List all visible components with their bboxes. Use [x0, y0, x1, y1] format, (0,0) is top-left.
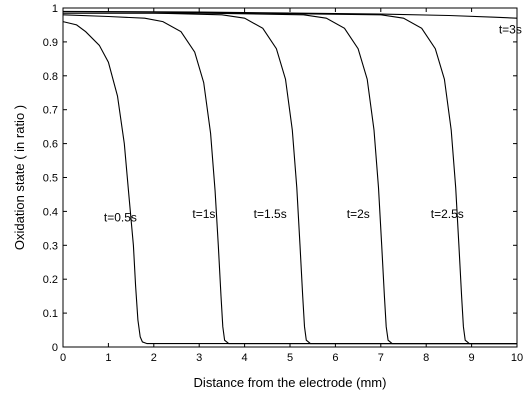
curves: [62, 10, 518, 345]
axes: 0 1 2 3 4 5 6 7 8 9 10 0 0.1 0.2 0.3 0.4 0.5 0.6 0.7 0.8 0.9…: [43, 3, 523, 364]
series-line-t=1.5s: [63, 12, 517, 345]
plot-frame: [62, 7, 518, 348]
x-tick-label: 9: [469, 352, 475, 364]
y-tick-label: 0.3: [43, 240, 58, 252]
x-tick-label: 10: [511, 352, 523, 364]
x-tick-label: 6: [332, 352, 338, 364]
curve-label: t=1s: [192, 207, 215, 221]
x-tick-label: 3: [196, 352, 202, 364]
curve-label: t=2s: [347, 207, 370, 221]
series-line-t=3s: [62, 10, 518, 19]
x-tick-label: 4: [242, 352, 248, 364]
x-axis-label: Distance from the electrode (mm): [194, 375, 387, 390]
y-tick-label: 0: [52, 342, 58, 354]
y-tick-label: 0.6: [43, 139, 58, 151]
series-line-t=2.5s: [63, 12, 517, 345]
series-line-t=1s: [62, 14, 517, 345]
curve-label: t=0.5s: [104, 211, 137, 225]
y-tick-label: 0.8: [43, 71, 58, 83]
curve-labels: t=0.5s t=1s t=1.5s t=2s t=2.5s t=3s: [104, 22, 522, 224]
y-tick-label: 0.4: [43, 206, 58, 218]
x-tick-label: 1: [105, 352, 111, 364]
series-line-t=2s: [63, 12, 517, 345]
y-axis-label: Oxidation state ( in ratio ): [12, 105, 27, 250]
curve-label: t=3s: [499, 22, 522, 36]
x-tick-label: 5: [287, 352, 293, 364]
y-tick-label: 0.2: [43, 274, 58, 286]
x-tick-label: 2: [151, 352, 157, 364]
series-line-t=0.5s: [62, 21, 517, 345]
y-tick-label: 0.1: [43, 308, 58, 320]
y-tick-label: 0.9: [43, 37, 58, 49]
y-tick-label: 0.7: [43, 105, 58, 117]
y-tick-label: 0.5: [43, 173, 58, 185]
y-tick-label: 1: [52, 3, 58, 15]
x-tick-label: 8: [423, 352, 429, 364]
curve-label: t=1.5s: [254, 207, 287, 221]
x-tick-label: 0: [60, 352, 66, 364]
curve-label: t=2.5s: [431, 207, 464, 221]
x-tick-label: 7: [378, 352, 384, 364]
